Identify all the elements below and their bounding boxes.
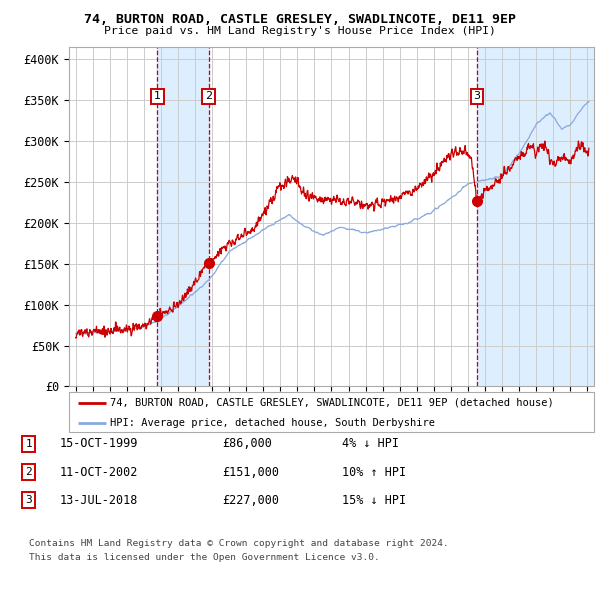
- Text: £86,000: £86,000: [222, 437, 272, 450]
- Text: £227,000: £227,000: [222, 494, 279, 507]
- Text: 2: 2: [25, 467, 32, 477]
- Text: Contains HM Land Registry data © Crown copyright and database right 2024.: Contains HM Land Registry data © Crown c…: [29, 539, 449, 548]
- Text: Price paid vs. HM Land Registry's House Price Index (HPI): Price paid vs. HM Land Registry's House …: [104, 26, 496, 36]
- Bar: [477, 47, 594, 386]
- Text: 74, BURTON ROAD, CASTLE GRESLEY, SWADLINCOTE, DE11 9EP: 74, BURTON ROAD, CASTLE GRESLEY, SWADLIN…: [84, 13, 516, 26]
- Text: This data is licensed under the Open Government Licence v3.0.: This data is licensed under the Open Gov…: [29, 553, 380, 562]
- Text: 4% ↓ HPI: 4% ↓ HPI: [342, 437, 399, 450]
- Text: 74, BURTON ROAD, CASTLE GRESLEY, SWADLINCOTE, DE11 9EP (detached house): 74, BURTON ROAD, CASTLE GRESLEY, SWADLIN…: [110, 398, 554, 408]
- Bar: [157, 47, 209, 386]
- Text: 3: 3: [473, 91, 481, 101]
- Text: 11-OCT-2002: 11-OCT-2002: [60, 466, 139, 478]
- Text: HPI: Average price, detached house, South Derbyshire: HPI: Average price, detached house, Sout…: [110, 418, 435, 428]
- Text: 2: 2: [205, 91, 212, 101]
- Text: 15-OCT-1999: 15-OCT-1999: [60, 437, 139, 450]
- Text: 13-JUL-2018: 13-JUL-2018: [60, 494, 139, 507]
- Text: 1: 1: [25, 439, 32, 448]
- Text: 1: 1: [154, 91, 161, 101]
- Text: £151,000: £151,000: [222, 466, 279, 478]
- Text: 10% ↑ HPI: 10% ↑ HPI: [342, 466, 406, 478]
- Text: 15% ↓ HPI: 15% ↓ HPI: [342, 494, 406, 507]
- Text: 3: 3: [25, 496, 32, 505]
